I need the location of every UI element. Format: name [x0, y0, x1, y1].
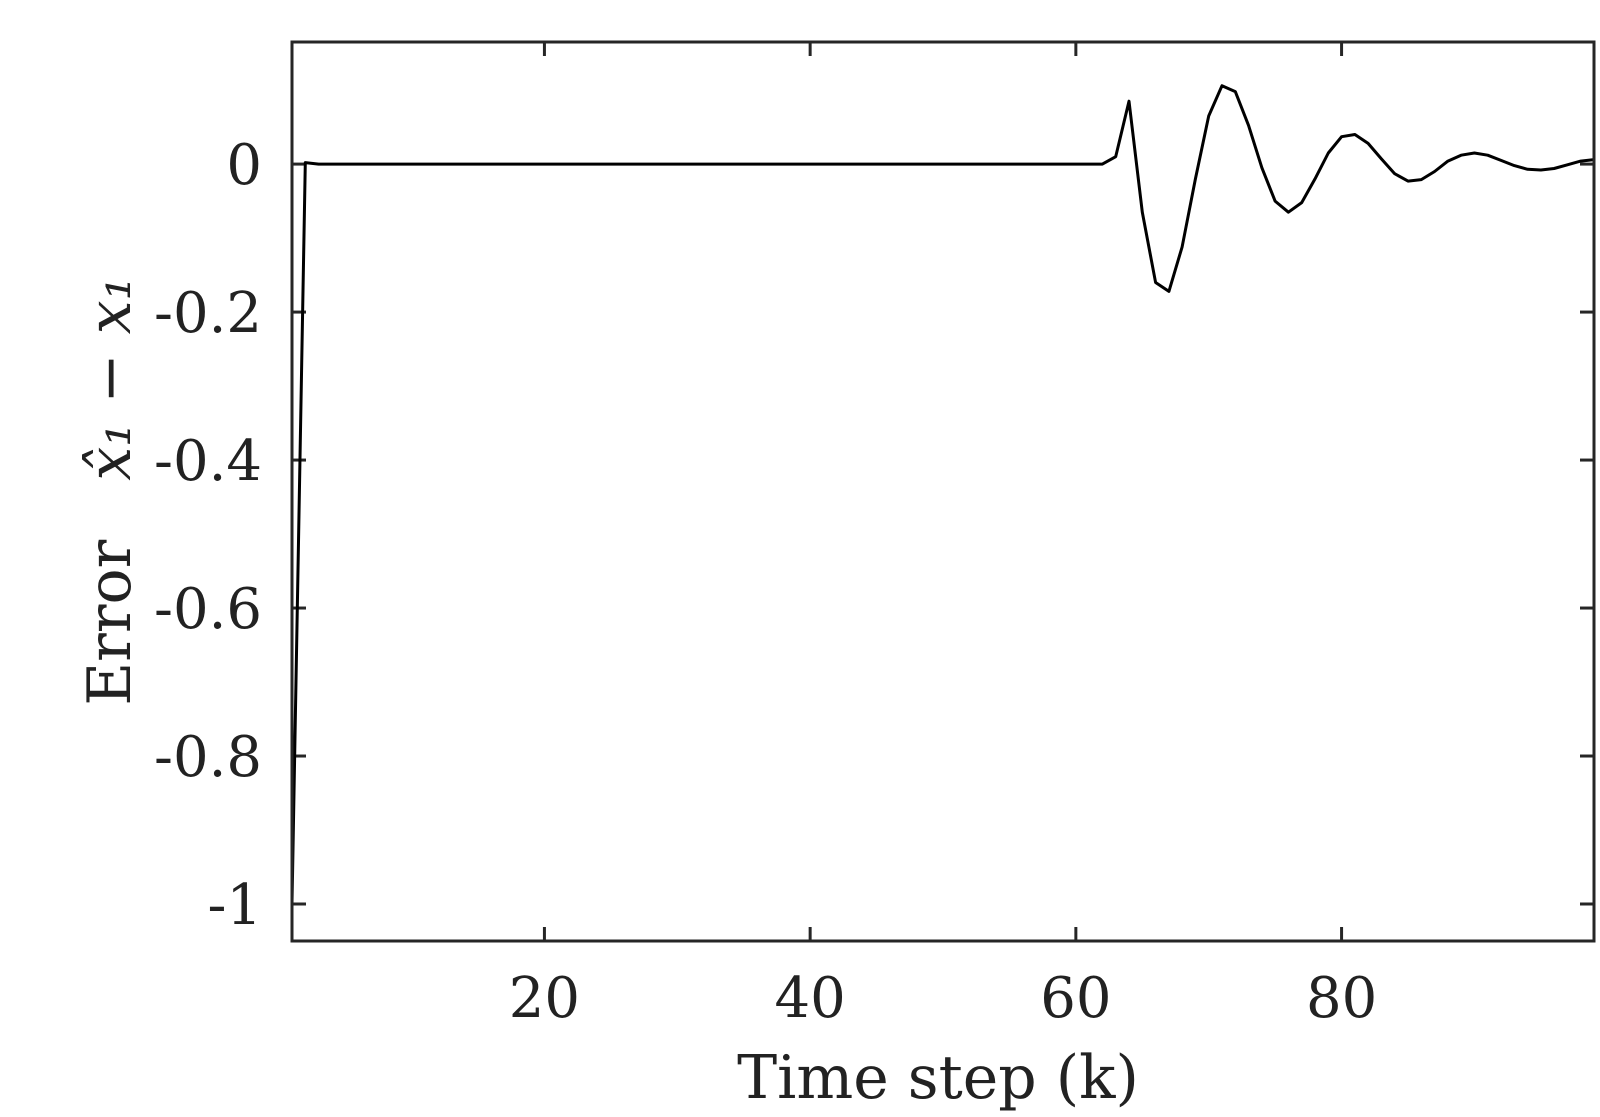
y-tick-label: 0 [226, 133, 262, 198]
x-axis-label: Time step (k) [737, 1043, 1139, 1113]
y-tick-label: -0.6 [154, 577, 262, 642]
y-axis-label-math: x̂₁ − x₁ [75, 276, 145, 480]
plot-frame [290, 40, 1596, 943]
x-tick-label: 20 [509, 966, 580, 1031]
y-axis-label-word: Error [75, 539, 145, 705]
svg-text:Error x̂₁ − x₁: Error x̂₁ − x₁ [75, 276, 145, 705]
x-tick-label: 40 [775, 966, 846, 1031]
x-tick-label: 60 [1040, 966, 1111, 1031]
x-tick-labels: 20 40 60 80 [509, 966, 1377, 1031]
y-tick-label: -0.4 [154, 429, 262, 494]
y-tick-label: -1 [207, 873, 262, 938]
y-axis-label: Error x̂₁ − x₁ [75, 276, 145, 705]
error-series-line [290, 84, 1595, 905]
y-tick-labels: 0 -0.2 -0.4 -0.6 -0.8 -1 [154, 133, 262, 938]
y-tick-label: -0.8 [154, 725, 262, 790]
y-tick-label: -0.2 [154, 281, 262, 346]
x-tick-label: 80 [1306, 966, 1377, 1031]
